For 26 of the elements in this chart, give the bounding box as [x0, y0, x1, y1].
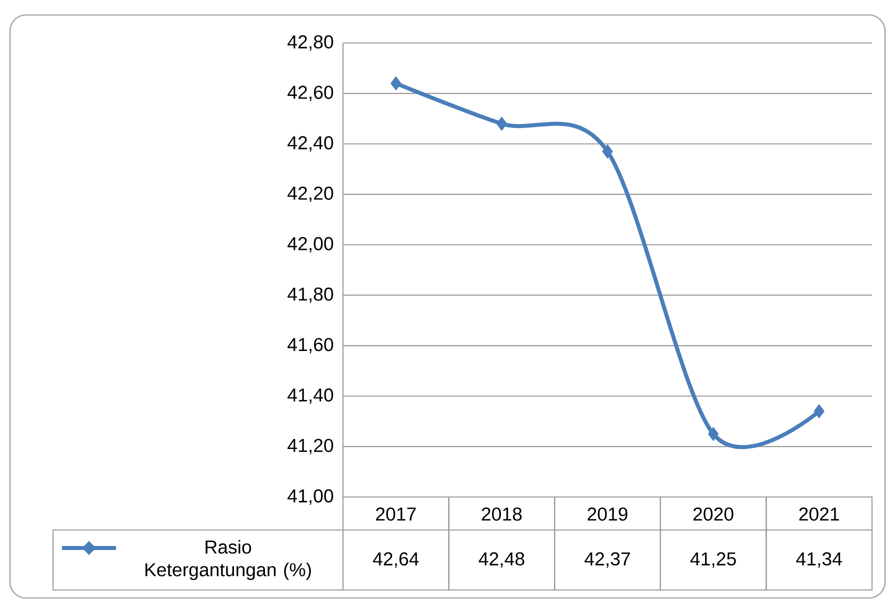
y-tick-label: 42,20 — [288, 186, 334, 202]
x-tick-label: 2021 — [799, 507, 839, 521]
point — [390, 76, 402, 90]
data-label: 41,25 — [690, 552, 736, 568]
data-label: 42,37 — [584, 552, 630, 568]
x-tick-label: 2017 — [376, 507, 416, 521]
point — [602, 144, 613, 158]
point — [708, 426, 719, 441]
text: Rasio Ketergantungan (%) — [145, 540, 311, 580]
point — [496, 116, 508, 131]
data-label: 42,48 — [478, 552, 524, 568]
y-tick-label: 42,80 — [288, 35, 334, 51]
y-tick-label: 42,00 — [288, 237, 334, 252]
y-tick-label: 41,00 — [288, 489, 334, 505]
y-tick-label: 42,60 — [288, 86, 334, 102]
point — [814, 404, 824, 418]
y-tick-label: 41,40 — [288, 388, 334, 404]
x-tick-label: 2020 — [693, 507, 734, 521]
data-label: 42,64 — [372, 552, 419, 568]
y-tick-label: 41,20 — [288, 438, 334, 454]
y-tick-label: 42,40 — [288, 136, 334, 152]
data-label: 41,34 — [796, 552, 842, 568]
x-tick-label: 2018 — [482, 507, 522, 521]
y-tick-label: 41,80 — [288, 287, 334, 303]
y-tick-label: 41,60 — [288, 338, 334, 354]
x-tick-label: 2019 — [588, 507, 628, 521]
